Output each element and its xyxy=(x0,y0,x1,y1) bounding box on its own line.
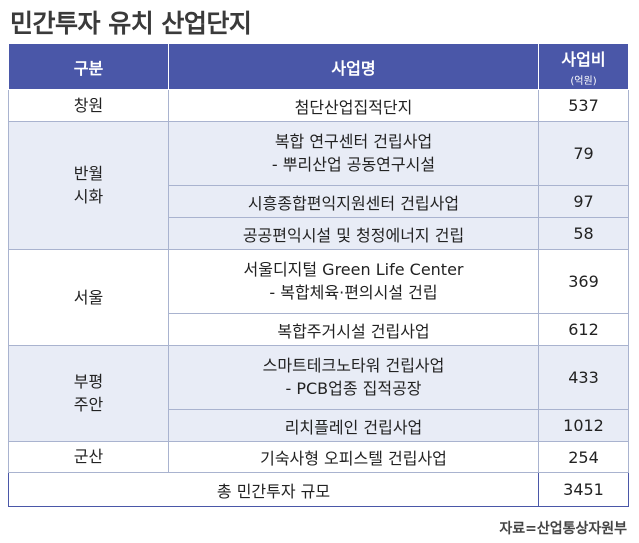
table-row: 서울 서울디지털 Green Life Center - 복합체육·편의시설 건… xyxy=(8,249,629,346)
project-cell: 공공편익시설 및 청정에너지 건립 xyxy=(168,217,539,250)
budget-cell: 1012 xyxy=(538,409,629,442)
budget-cell: 97 xyxy=(538,185,629,218)
total-label: 총 민간투자 규모 xyxy=(8,472,539,507)
project-line: - 복합체육·편의시설 건립 xyxy=(269,282,438,302)
total-value: 3451 xyxy=(538,472,629,507)
project-cell: 첨단산업집적단지 xyxy=(168,89,539,122)
page-title: 민간투자 유치 산업단지 xyxy=(10,9,252,38)
table-row: 복합주거시설 건립사업 612 xyxy=(9,313,629,346)
budget-cell: 58 xyxy=(538,217,629,250)
table-row: 부평 주안 스마트테크노타워 건립사업 - PCB업종 집적공장 433 xyxy=(8,345,629,442)
table-row: 시흥종합편익지원센터 건립사업 97 xyxy=(8,185,629,218)
region-cell-gunsan: 군산 xyxy=(8,441,169,473)
budget-cell: 369 xyxy=(538,249,629,314)
total-row: 총 민간투자 규모 3451 xyxy=(8,472,629,507)
source-note: 자료=산업통상자원부 xyxy=(499,521,627,537)
budget-cell: 79 xyxy=(538,121,629,186)
table-row: 반월 시화 복합 연구센터 건립사업 - 뿌리산업 공동연구시설 79 xyxy=(8,121,629,250)
header-category: 구분 xyxy=(8,43,169,90)
region-cell-seoul: 서울 xyxy=(8,249,169,346)
project-cell: 시흥종합편익지원센터 건립사업 xyxy=(168,185,539,218)
project-cell: 서울디지털 Green Life Center - 복합체육·편의시설 건립 xyxy=(168,249,539,314)
project-cell: 스마트테크노타워 건립사업 - PCB업종 집적공장 xyxy=(168,345,539,410)
header-budget: 사업비 (억원) xyxy=(538,43,629,90)
project-cell: 리치플레인 건립사업 xyxy=(168,409,539,442)
region-line: 주안 xyxy=(73,394,104,414)
project-line: 스마트테크노타워 건립사업 xyxy=(262,356,445,376)
header-project-name: 사업명 xyxy=(168,43,539,90)
region-line: 시화 xyxy=(73,186,104,206)
project-cell: 복합주거시설 건립사업 xyxy=(168,313,539,346)
project-cell: 복합 연구센터 건립사업 - 뿌리산업 공동연구시설 xyxy=(168,121,539,186)
investment-table: 구분 사업명 사업비 (억원) 창원 첨단산업집적단지 537 반월 시화 복합… xyxy=(8,43,629,507)
budget-cell: 537 xyxy=(538,89,629,122)
header-budget-label: 사업비 xyxy=(561,50,606,69)
project-line: 서울디지털 Green Life Center xyxy=(243,260,464,280)
table-row: 창원 첨단산업집적단지 537 xyxy=(8,89,629,122)
budget-cell: 612 xyxy=(538,313,629,346)
region-cell-bupyeong: 부평 주안 xyxy=(8,345,169,442)
region-cell-changwon: 창원 xyxy=(8,89,169,122)
project-line: - PCB업종 집적공장 xyxy=(285,378,422,398)
table-row: 군산 기숙사형 오피스텔 건립사업 254 xyxy=(8,441,629,473)
budget-cell: 254 xyxy=(538,441,629,473)
project-line: 복합 연구센터 건립사업 xyxy=(274,132,433,152)
project-line: - 뿌리산업 공동연구시설 xyxy=(271,154,436,174)
table-header-row: 구분 사업명 사업비 (억원) xyxy=(8,43,629,90)
table-row: 공공편익시설 및 청정에너지 건립 58 xyxy=(8,217,629,250)
region-cell-banwol: 반월 시화 xyxy=(8,121,169,250)
region-line: 부평 xyxy=(73,372,104,392)
budget-cell: 433 xyxy=(538,345,629,410)
region-line: 반월 xyxy=(73,164,104,184)
header-budget-unit: (억원) xyxy=(570,76,597,87)
project-cell: 기숙사형 오피스텔 건립사업 xyxy=(168,441,539,473)
